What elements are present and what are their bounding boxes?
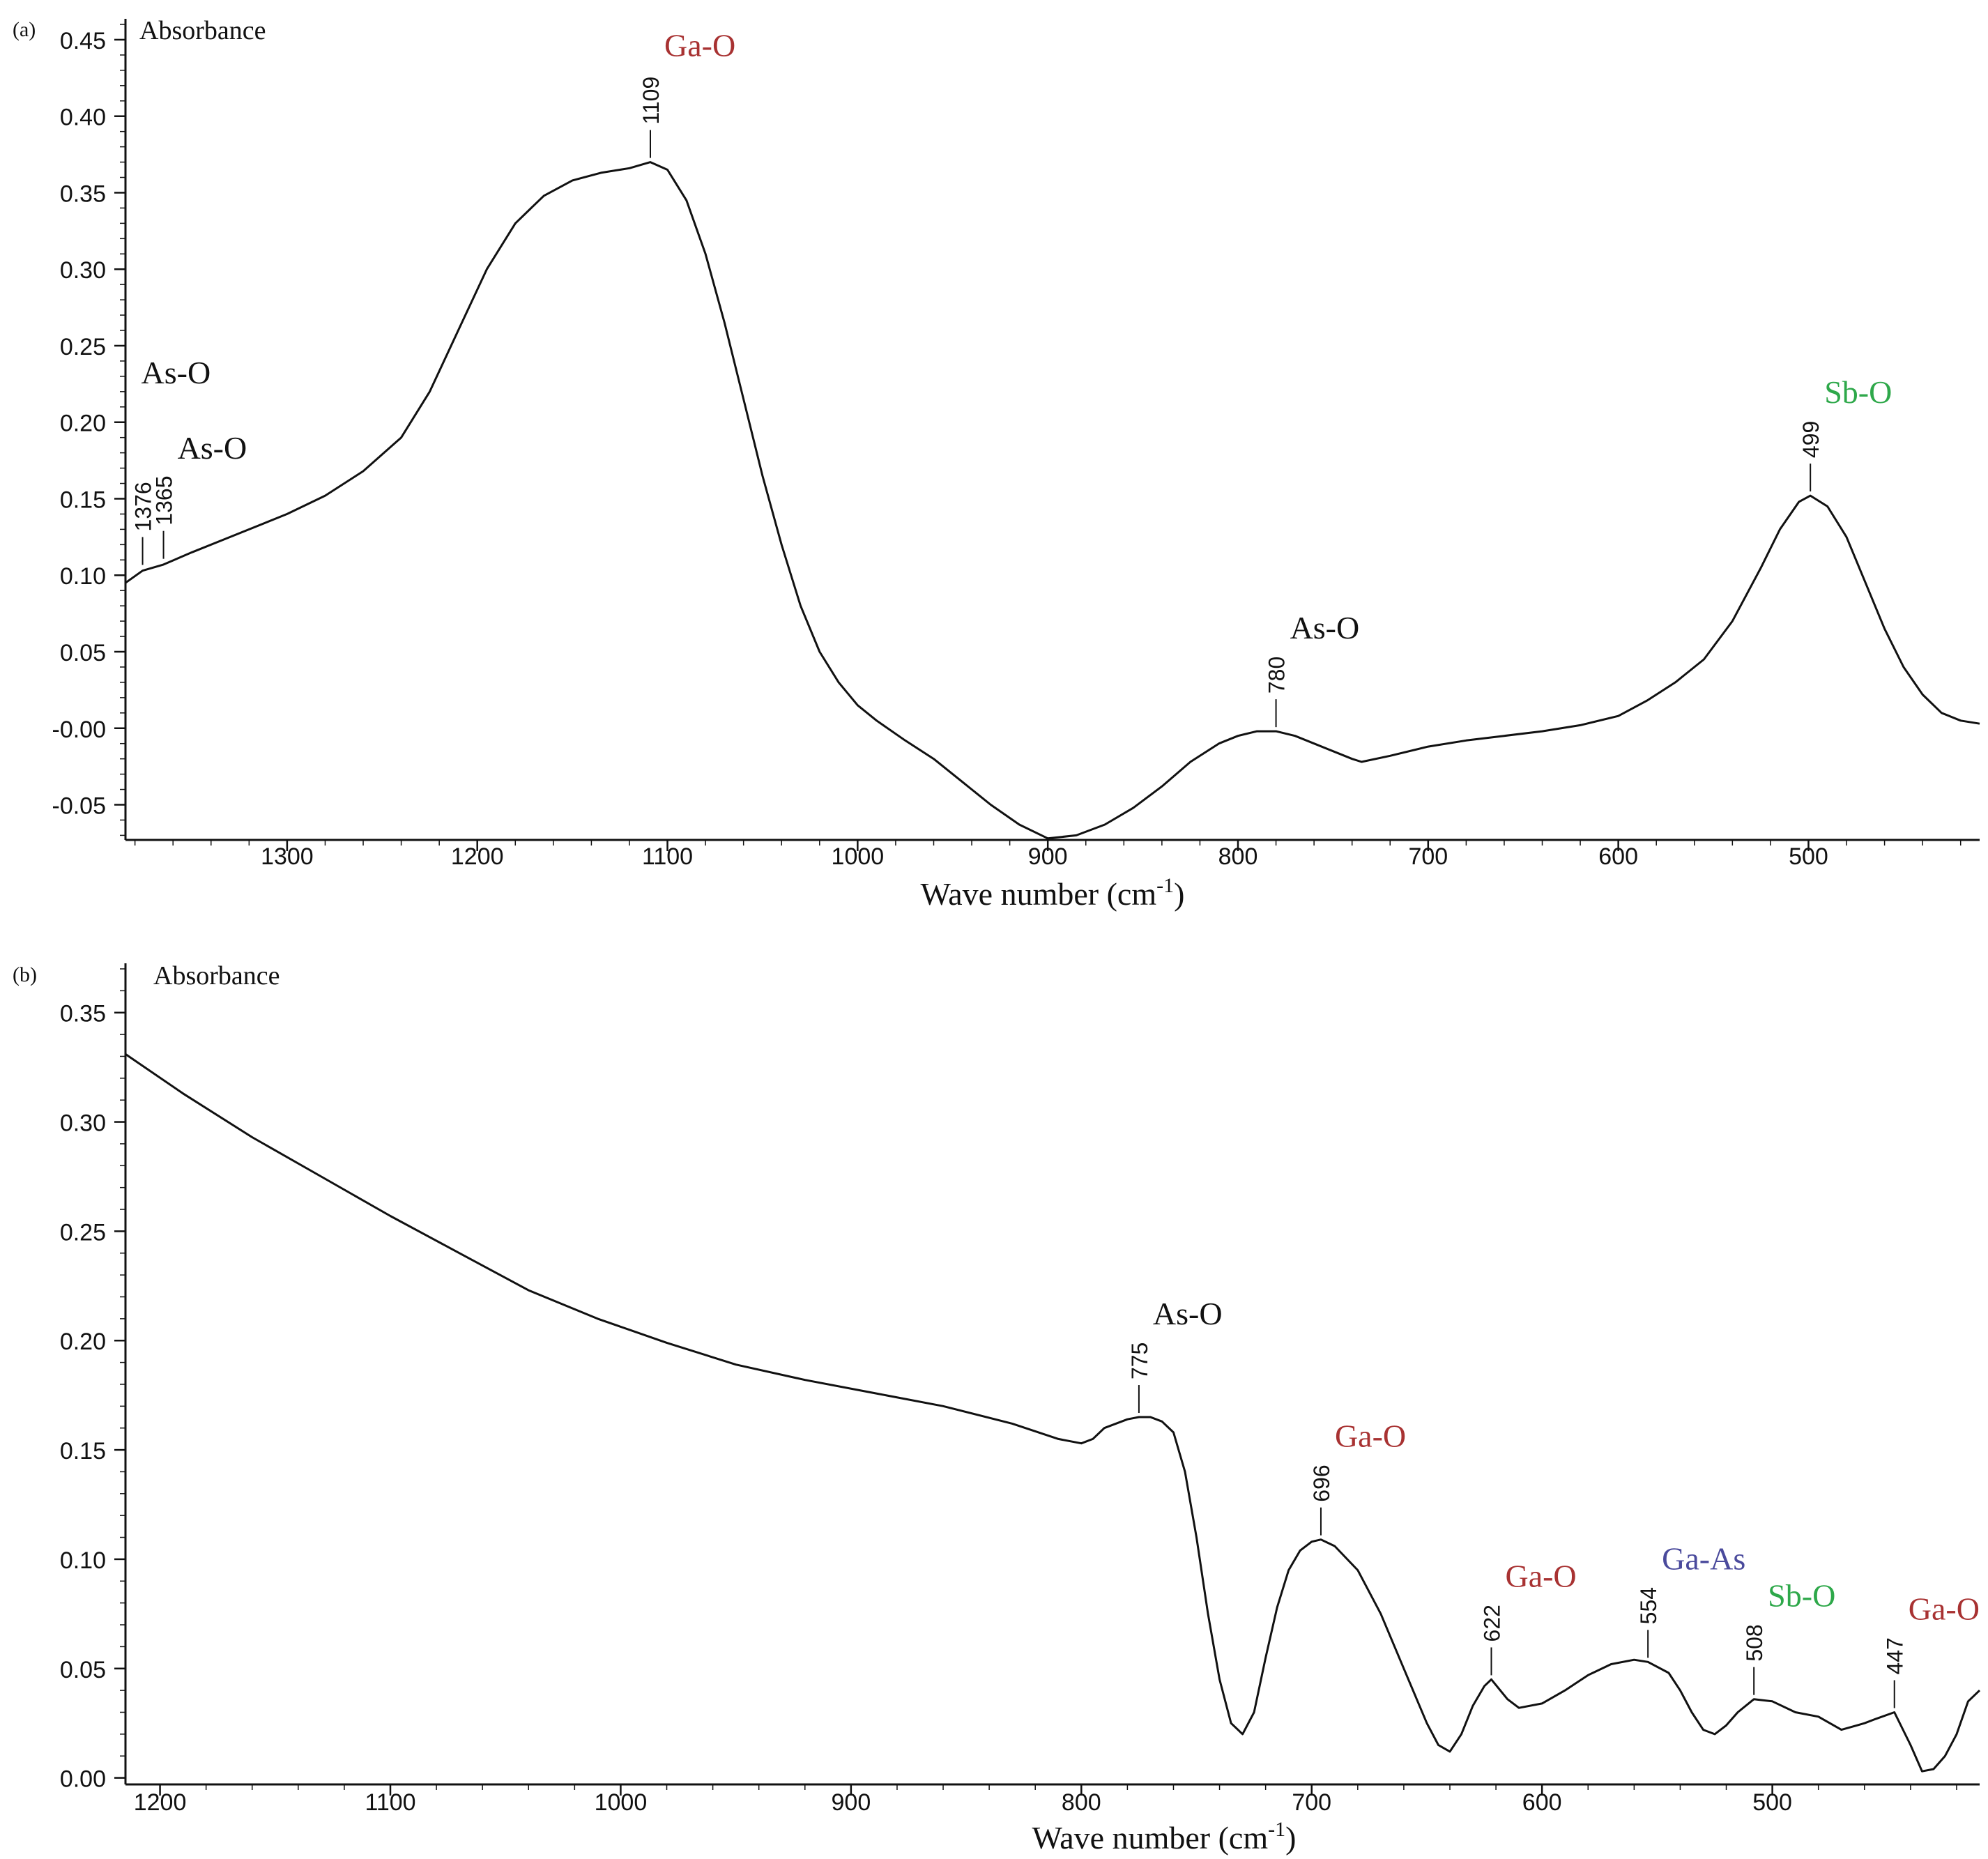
panel-b-x-tick-label: 1100 — [365, 1789, 415, 1816]
panel-b-peak-label: 775 — [1127, 1342, 1152, 1379]
panel-b-y-tick-label: 0.20 — [60, 1329, 106, 1355]
panel-a-x-tick-label: 700 — [1408, 843, 1448, 870]
panel-b-peak-label: 447 — [1883, 1637, 1908, 1674]
panel-a-y-tick-label: -0.05 — [52, 793, 107, 820]
panel-a-peak-group-label: As-O — [142, 355, 211, 390]
panel-a: (a) Absorbance -0.05 -0.00 0.05 0.10 0.15 0.2… — [13, 16, 1980, 912]
panel-a-y-tick-label: 0.35 — [60, 181, 106, 207]
panel-a-peak-label: 1109 — [639, 77, 664, 125]
panel-b-y-tick-label: 0.15 — [60, 1438, 106, 1464]
panel-a-y-tick-label: 0.30 — [60, 257, 106, 284]
panel-a-x-tick-label: 1100 — [642, 843, 693, 870]
panel-a-y-tick-label: 0.15 — [60, 487, 106, 513]
panel-b-peak-group-label: Ga-O — [1335, 1418, 1406, 1454]
panel-b-y-axis: 0.00 0.05 0.10 0.15 0.20 0.25 0.30 0.35 — [60, 963, 127, 1793]
panel-b-x-tick-label: 1200 — [134, 1789, 187, 1816]
panel-b-x-tick-label: 900 — [832, 1789, 871, 1816]
panel-a-x-tick-label: 900 — [1028, 843, 1068, 870]
panel-b-peak-label: 696 — [1309, 1464, 1334, 1501]
panel-a-y-tick-label: 0.25 — [60, 334, 106, 360]
panel-a-x-tick-label: 1000 — [832, 843, 885, 870]
panel-b-annotations: 775As-O696Ga-O622Ga-O554Ga-As508Sb-O447G… — [1127, 1296, 1980, 1708]
panel-b-peak-label: 554 — [1636, 1587, 1661, 1624]
panel-a-x-tick-label: 800 — [1218, 843, 1258, 870]
panel-b-x-tick-label: 700 — [1292, 1789, 1331, 1816]
panel-b-peak-group-label: Sb-O — [1768, 1578, 1835, 1614]
panel-a-y-tick-label: 0.05 — [60, 640, 106, 666]
panel-b-x-tick-label: 800 — [1062, 1789, 1101, 1816]
panel-b-label: (b) — [13, 963, 37, 986]
panel-a-y-tick-label: 0.10 — [60, 563, 106, 590]
panel-b-peak-group-label: Ga-As — [1662, 1540, 1745, 1576]
panel-a-spectrum-line — [125, 161, 1980, 840]
panel-a-series — [125, 161, 1980, 840]
panel-a-peak-group-label: Sb-O — [1824, 374, 1892, 410]
panel-a-peak-label: 499 — [1798, 421, 1823, 458]
panel-b-x-axis: 1200 1100 1000 900 800 700 600 500 — [125, 1783, 1980, 1816]
panel-a-x-axis: 1300 1200 1100 1000 900 800 700 600 500 — [125, 839, 1980, 870]
panel-b-y-tick-label: 0.35 — [60, 1001, 106, 1027]
panel-b-xlabel-text: Wave number (cm — [1032, 1820, 1269, 1856]
panel-b-ylabel: Absorbance — [153, 961, 280, 990]
panel-b-series — [125, 1053, 1981, 1773]
panel-b-peak-label: 508 — [1742, 1624, 1767, 1661]
panel-a-y-tick-label: -0.00 — [52, 717, 107, 743]
panel-b-x-tick-label: 600 — [1522, 1789, 1562, 1816]
panel-b-x-tick-label: 500 — [1752, 1789, 1792, 1816]
panel-b-peak-group-label: Ga-O — [1505, 1558, 1576, 1593]
panel-b-y-tick-label: 0.30 — [60, 1110, 106, 1137]
panel-b-peak-label: 622 — [1479, 1605, 1504, 1642]
panel-a-y-tick-label: 0.45 — [60, 28, 106, 54]
panel-a-x-tick-label: 1200 — [451, 843, 504, 870]
panel-a-y-tick-label: 0.20 — [60, 411, 106, 437]
panel-a-y-axis: -0.05 -0.00 0.05 0.10 0.15 0.20 0.25 0.30 0.35 0.… — [52, 19, 127, 840]
panel-a-y-tick-label: 0.40 — [60, 105, 106, 131]
panel-a-peak-group-label: Ga-O — [664, 28, 735, 63]
panel-a-peak-group-label: As-O — [178, 430, 247, 466]
panel-a-x-tick-label: 1300 — [261, 843, 314, 870]
panel-a-peak-label: 1376 — [131, 482, 156, 531]
panel-b-y-tick-label: 0.10 — [60, 1547, 106, 1574]
panel-a-peak-label: 1365 — [152, 475, 177, 525]
panel-b-xlabel-close: ) — [1285, 1820, 1296, 1856]
panel-a-xlabel: Wave number (cm-1) — [921, 874, 1185, 912]
panel-b-y-tick-label: 0.00 — [60, 1766, 106, 1793]
panel-b-y-tick-label: 0.05 — [60, 1657, 106, 1683]
panel-b-spectrum-line — [125, 1053, 1981, 1773]
panel-a-x-tick-label: 500 — [1789, 843, 1828, 870]
panel-b-y-tick-label: 0.25 — [60, 1219, 106, 1246]
panel-a-x-tick-label: 600 — [1598, 843, 1638, 870]
panel-a-label: (a) — [13, 18, 36, 41]
panel-a-peak-group-label: As-O — [1290, 610, 1360, 645]
panel-a-xlabel-superscript: -1 — [1156, 874, 1174, 897]
panel-a-xlabel-text: Wave number (cm — [921, 876, 1157, 912]
panel-b-peak-group-label: As-O — [1153, 1296, 1223, 1331]
panel-a-xlabel-close: ) — [1174, 876, 1184, 912]
panel-b-xlabel-superscript: -1 — [1268, 1818, 1285, 1841]
panel-b-x-tick-label: 1000 — [595, 1789, 648, 1816]
panel-b-xlabel: Wave number (cm-1) — [1032, 1818, 1297, 1856]
panel-b-peak-group-label: Ga-O — [1909, 1591, 1980, 1626]
panel-a-ylabel: Absorbance — [139, 16, 266, 45]
panel-a-peak-label: 780 — [1264, 657, 1290, 694]
panel-b: (b) Absorbance 0.000.050.100.150.200.250… — [13, 961, 1981, 1856]
